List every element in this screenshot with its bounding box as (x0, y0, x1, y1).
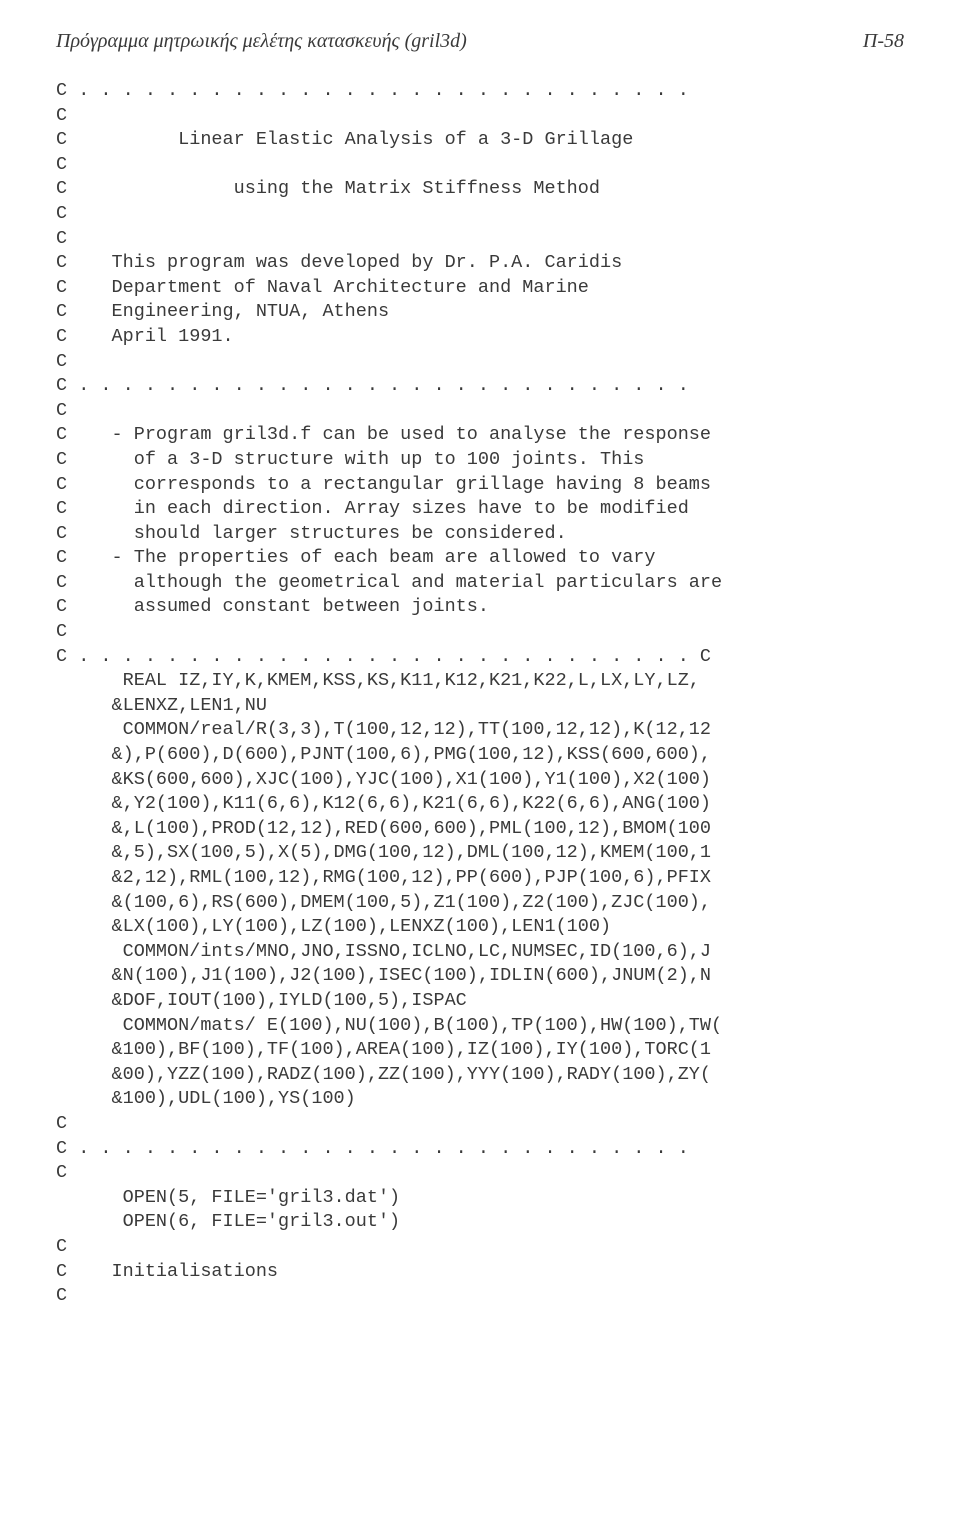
page-header: Πρόγραμμα μητρωικής μελέτης κατασκευής (… (56, 30, 904, 53)
page: Πρόγραμμα μητρωικής μελέτης κατασκευής (… (0, 0, 960, 1525)
header-left: Πρόγραμμα μητρωικής μελέτης κατασκευής (… (56, 30, 467, 53)
fortran-code-block: C . . . . . . . . . . . . . . . . . . . … (56, 79, 904, 1309)
header-right: Π-58 (863, 30, 904, 53)
